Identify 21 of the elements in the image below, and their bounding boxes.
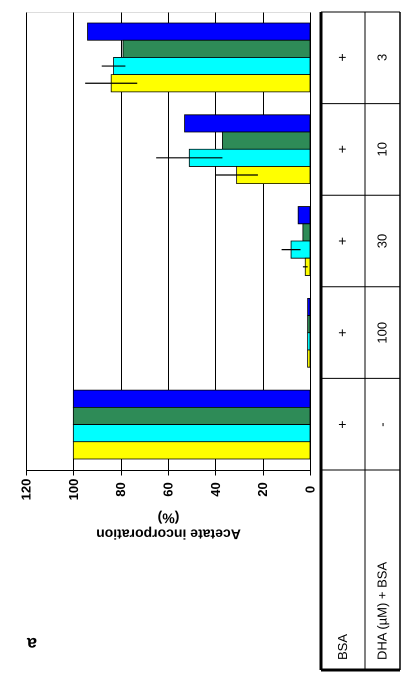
text: +	[334, 236, 350, 246]
y-tick-label: 100	[374, 322, 390, 344]
text: a	[26, 634, 38, 654]
text: BSA	[335, 634, 350, 660]
y-tick-label: 30	[374, 234, 390, 248]
text: DHA (µM) + BSA	[374, 562, 390, 660]
x-tick-label: 60	[160, 482, 176, 497]
x-tick-label: 20	[255, 482, 270, 497]
x-tick-label: 120	[18, 478, 34, 500]
y-tick-label: -	[374, 422, 390, 427]
x-tick-label: 40	[208, 482, 223, 497]
text: +	[334, 420, 350, 429]
y-tick-label: 3	[374, 54, 390, 62]
x-tick-label: 80	[113, 482, 128, 497]
text: +	[334, 328, 350, 337]
text: +	[334, 53, 350, 62]
x-axis-title: Acetate incorporation (%)	[96, 510, 241, 542]
y-tick-label: 10	[374, 142, 390, 156]
x-tick-label: 100	[66, 478, 81, 500]
x-tick-label: 0	[302, 486, 318, 494]
text: +	[334, 145, 350, 154]
